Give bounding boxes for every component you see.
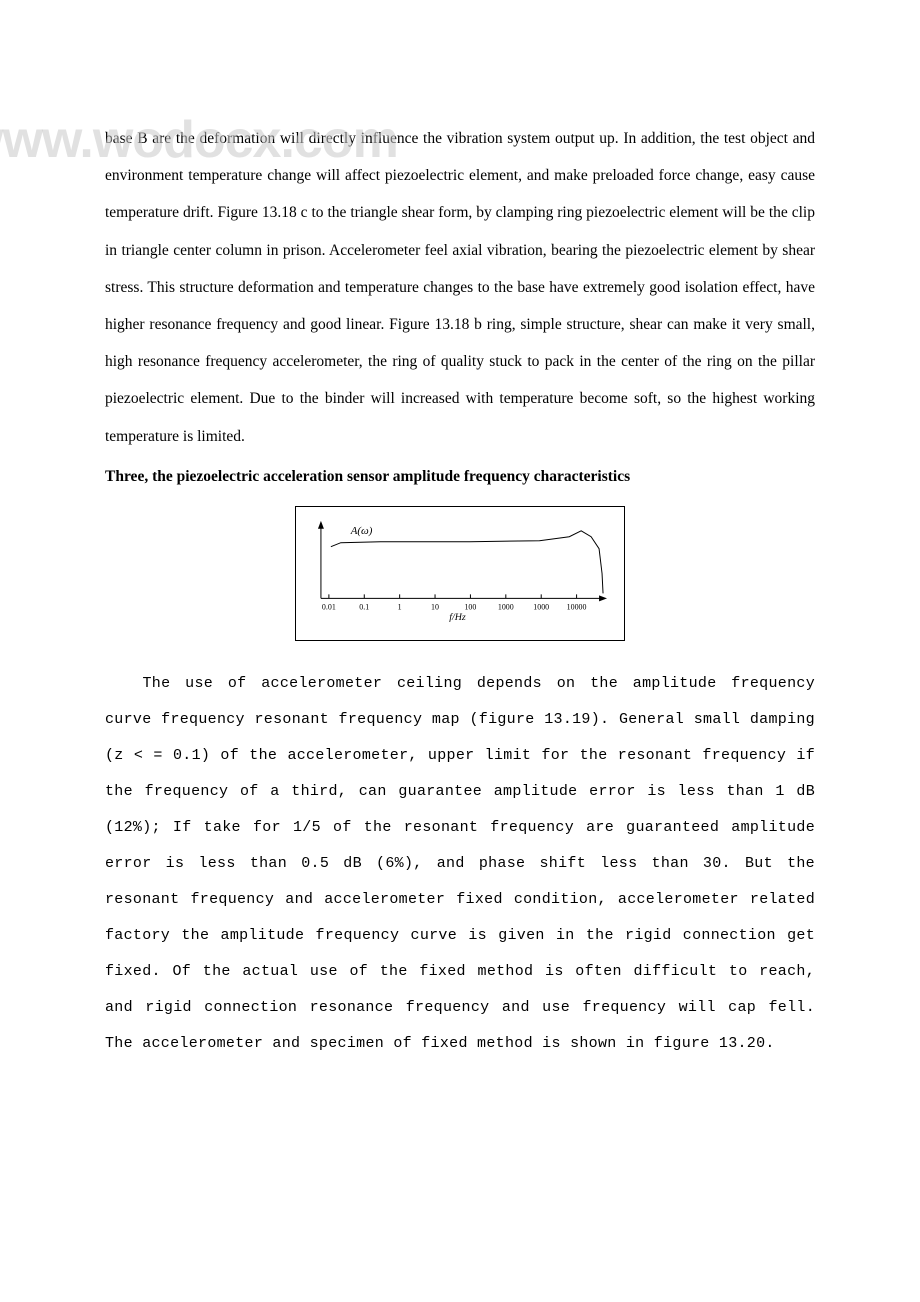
svg-text:1000: 1000 <box>533 602 549 611</box>
figure-container: www.wodocx.com A(ω)0.010.111010010001000… <box>105 506 815 641</box>
svg-text:10: 10 <box>431 602 439 611</box>
chart-box: A(ω) 0.01 0.1 1 10 100 1000 1000 10000 f/Hz <box>295 506 625 641</box>
frequency-response-chart: A(ω) 0.01 0.1 1 10 100 1000 1000 10000 f/Hz <box>311 517 609 630</box>
svg-text:1: 1 <box>398 602 402 611</box>
svg-text:f/Hz: f/Hz <box>449 612 466 623</box>
svg-text:100: 100 <box>464 602 476 611</box>
body-paragraph-1: base B are the deformation will directly… <box>105 120 815 455</box>
svg-text:A(ω): A(ω) <box>350 525 373 537</box>
body-paragraph-2: The use of accelerometer ceiling depends… <box>105 666 815 1062</box>
svg-text:0.01: 0.01 <box>322 602 336 611</box>
svg-text:10000: 10000 <box>567 602 587 611</box>
svg-text:0.1: 0.1 <box>359 602 369 611</box>
svg-text:1000: 1000 <box>498 602 514 611</box>
section-heading: Three, the piezoelectric acceleration se… <box>105 460 815 494</box>
